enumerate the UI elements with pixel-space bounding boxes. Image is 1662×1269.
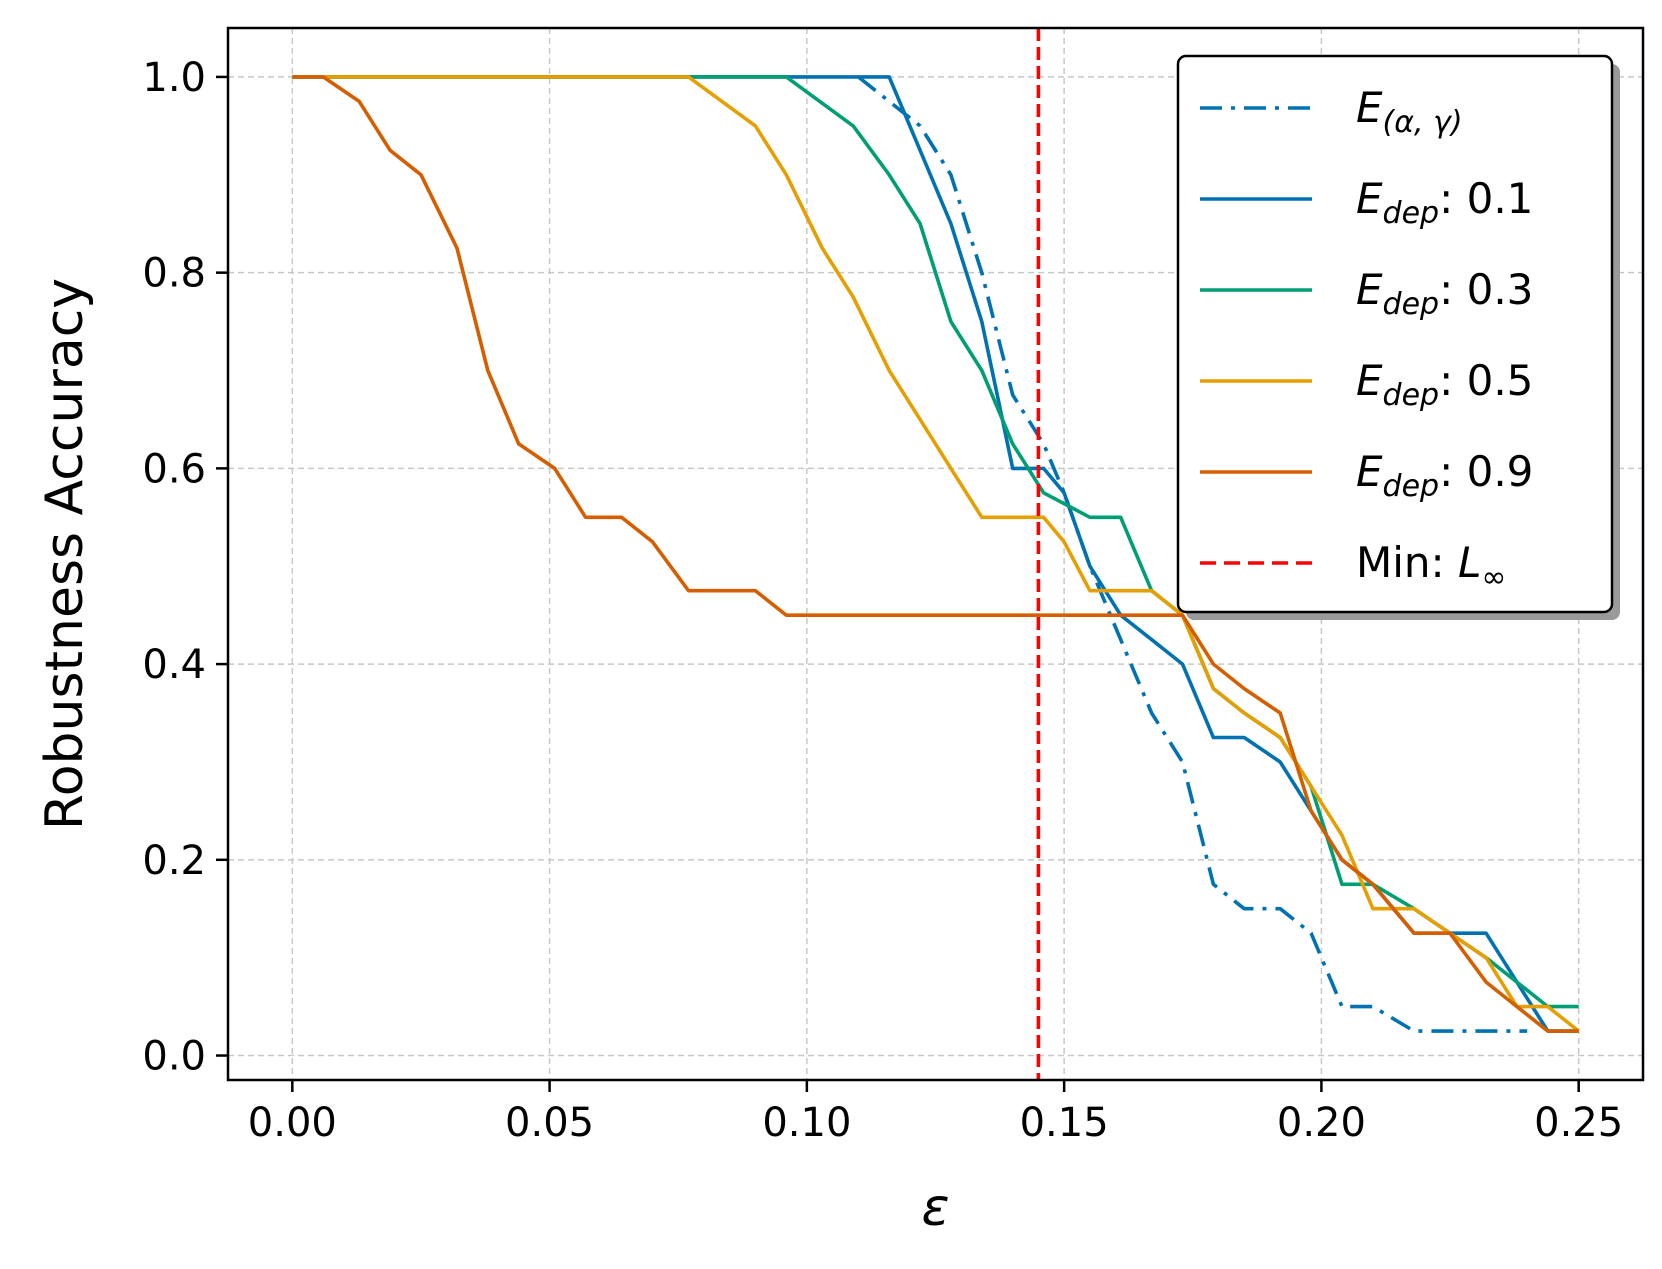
x-tick-label-0: 0.00 [248,1100,337,1146]
legend-label-2: Edep: 0.3 [1356,265,1533,322]
y-tick-label-2: 0.4 [142,642,206,688]
x-axis-label: ε [921,1178,949,1238]
y-tick-label-3: 0.6 [142,446,206,492]
x-tick-label-2: 0.10 [762,1100,851,1146]
ticks: 0.00 0.05 0.10 0.15 0.20 0.25 0.0 0.2 0.4 0.6 0.8 1… [142,55,1623,1146]
y-tick-label-5: 1.0 [142,55,206,101]
y-tick-label-0: 0.0 [142,1034,206,1080]
series-line-3 [292,75,1580,1033]
legend-label-4: Edep: 0.9 [1356,447,1533,504]
y-axis-label: Robustness Accuracy [35,278,95,830]
series-line-0 [857,75,1528,1033]
x-tick-label-1: 0.05 [505,1100,594,1146]
series-layer [292,75,1580,1033]
y-tick-label-4: 0.8 [142,251,206,297]
legend-label-1: Edep: 0.1 [1356,174,1533,231]
legend-label-0: E(α, γ) [1356,83,1463,140]
x-tick-label-3: 0.15 [1020,1100,1109,1146]
plot-frame [226,26,1645,1082]
legend-label-5: Min: L∞ [1356,538,1506,595]
x-tick-label-4: 0.20 [1277,1100,1366,1146]
series-line-4 [292,75,1579,1033]
legend: E(α, γ) Edep: 0.1 Edep: 0.3 Edep: 0.5 Edep: … [1176,54,1620,620]
y-tick-label-1: 0.2 [142,838,206,884]
legend-label-3: Edep: 0.5 [1356,356,1533,413]
x-tick-label-5: 0.25 [1534,1100,1623,1146]
